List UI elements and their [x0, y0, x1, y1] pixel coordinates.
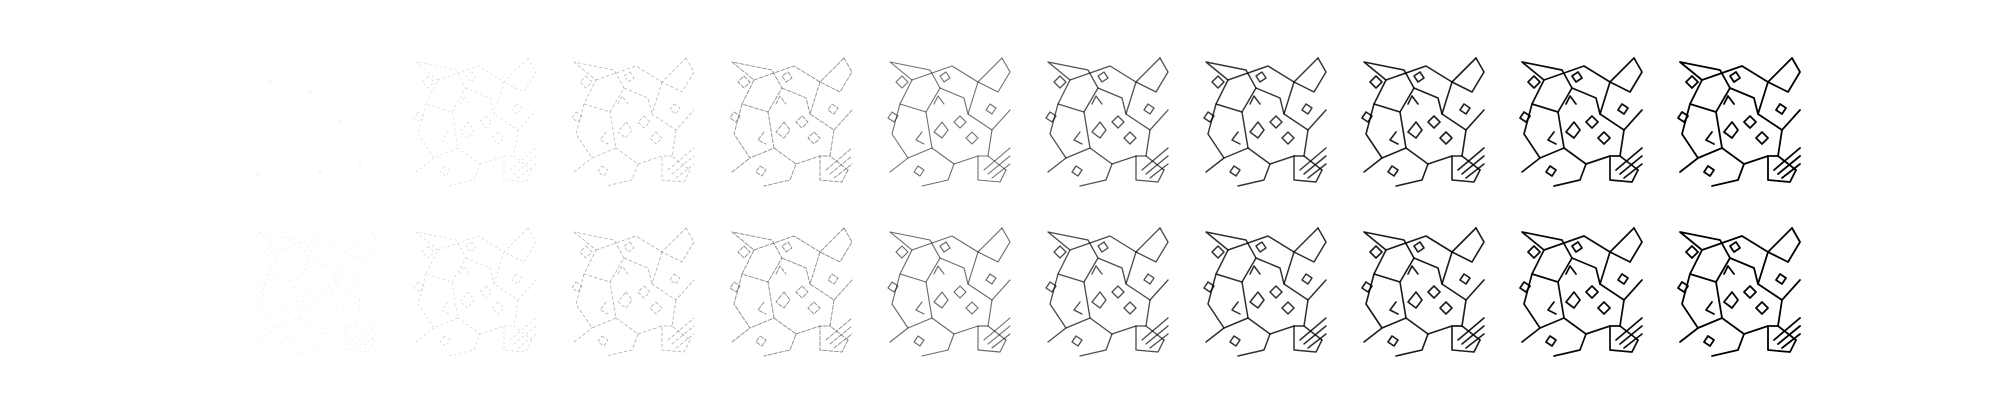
image-panel-r2-c9 — [1514, 222, 1644, 357]
panel-speck — [339, 121, 341, 123]
image-panel-r2-c6 — [1040, 222, 1170, 357]
panel-grid — [250, 52, 1802, 357]
panel-background — [250, 52, 380, 182]
panel-speck — [359, 161, 361, 163]
image-panel-r2-c7 — [1198, 222, 1328, 357]
panel-background — [250, 222, 380, 352]
image-panel-r1-c2 — [408, 52, 538, 187]
image-panel-r2-c3 — [566, 222, 696, 357]
image-panel-r1-c5 — [882, 52, 1012, 187]
image-panel-r1-c7 — [1198, 52, 1328, 187]
image-panel-r2-c1 — [250, 222, 380, 357]
panel-speck — [279, 151, 281, 153]
image-panel-r2-c4 — [724, 222, 854, 357]
image-panel-r2-c5 — [882, 222, 1012, 357]
image-panel-r2-c2 — [408, 222, 538, 357]
panel-speck — [257, 173, 259, 175]
image-panel-r1-c9 — [1514, 52, 1644, 187]
panel-speck — [309, 91, 311, 93]
image-panel-r2-c10 — [1672, 222, 1802, 357]
panel-speck — [269, 81, 271, 83]
image-panel-r2-c8 — [1356, 222, 1486, 357]
image-panel-r1-c6 — [1040, 52, 1170, 187]
panel-speck — [319, 171, 321, 173]
image-panel-r1-c10 — [1672, 52, 1802, 187]
image-panel-r1-c4 — [724, 52, 854, 187]
image-panel-r1-c1 — [250, 52, 380, 182]
image-panel-r1-c8 — [1356, 52, 1486, 187]
image-panel-r1-c3 — [566, 52, 696, 187]
